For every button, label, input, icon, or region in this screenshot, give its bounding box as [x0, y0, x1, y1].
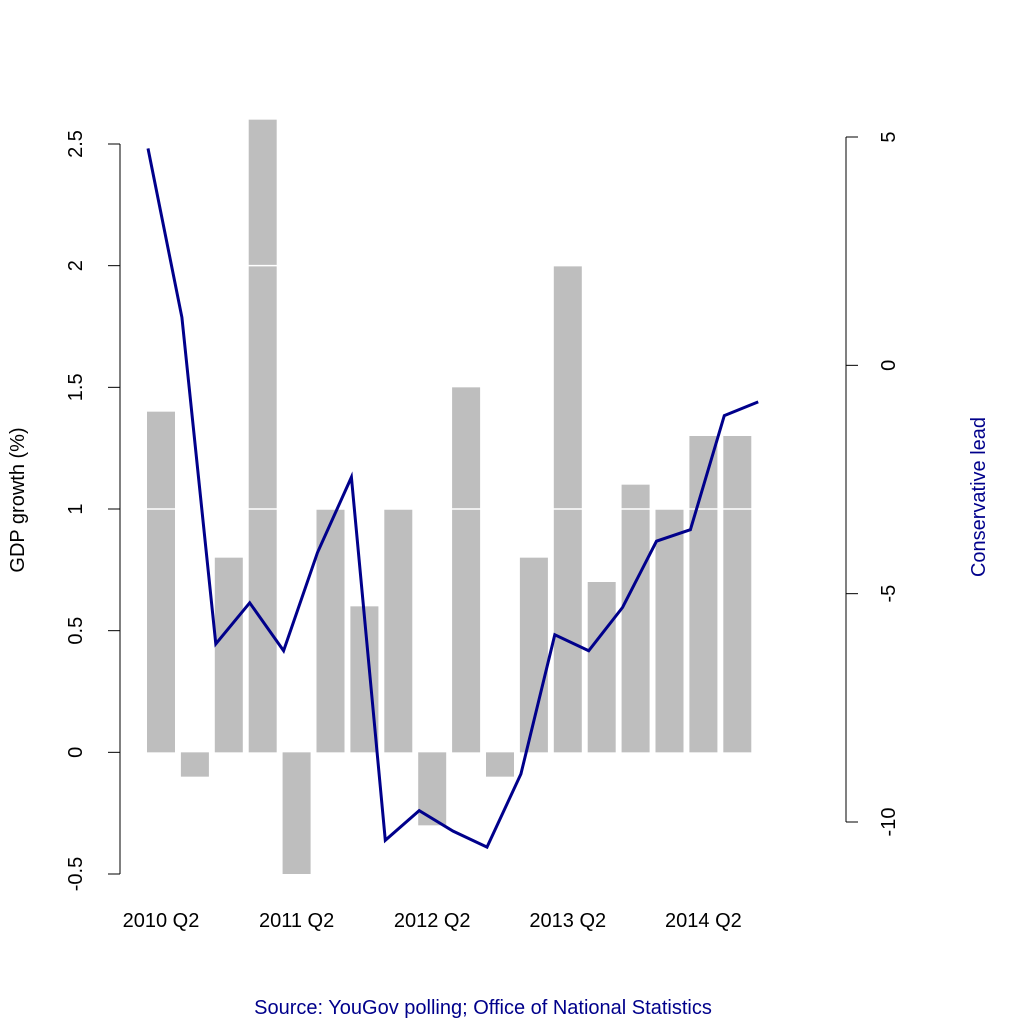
source-note: Source: YouGov polling; Office of Nation… — [254, 997, 712, 1019]
y-axis-label: GDP growth (%) — [7, 427, 29, 572]
bar — [587, 582, 616, 753]
y2-tick-label: 5 — [878, 131, 900, 142]
bar — [214, 557, 243, 753]
bar — [282, 752, 311, 874]
bar — [418, 752, 447, 826]
line-series — [146, 148, 759, 850]
y-tick-label: 2 — [65, 260, 87, 271]
y2-tick-label: 0 — [878, 360, 900, 371]
x-tick-label: 2011 Q2 — [259, 910, 334, 932]
y-tick-label: -0.5 — [65, 857, 87, 891]
bar — [621, 484, 650, 753]
bar — [452, 387, 481, 753]
y-tick-label: 1 — [65, 503, 87, 514]
bar — [180, 752, 209, 777]
x-tick-label: 2012 Q2 — [394, 910, 471, 932]
bar — [655, 509, 684, 753]
x-tick-label: 2013 Q2 — [529, 910, 606, 932]
y-tick-label: 1.5 — [65, 373, 87, 401]
bar — [147, 411, 175, 753]
y2-axis-label: Conservative lead — [968, 417, 990, 577]
x-tick-label: 2010 Q2 — [123, 910, 200, 932]
bar — [248, 119, 277, 753]
bar — [723, 436, 752, 753]
y-tick-label: 0 — [65, 747, 87, 758]
y2-tick-label: -5 — [878, 585, 900, 603]
y-tick-label: 2.5 — [65, 130, 87, 158]
bar — [316, 509, 345, 753]
y2-tick-label: -10 — [878, 808, 900, 837]
y-tick-label: 0.5 — [65, 617, 87, 645]
x-tick-label: 2014 Q2 — [665, 910, 742, 932]
bar — [486, 752, 514, 777]
bar — [384, 509, 413, 753]
